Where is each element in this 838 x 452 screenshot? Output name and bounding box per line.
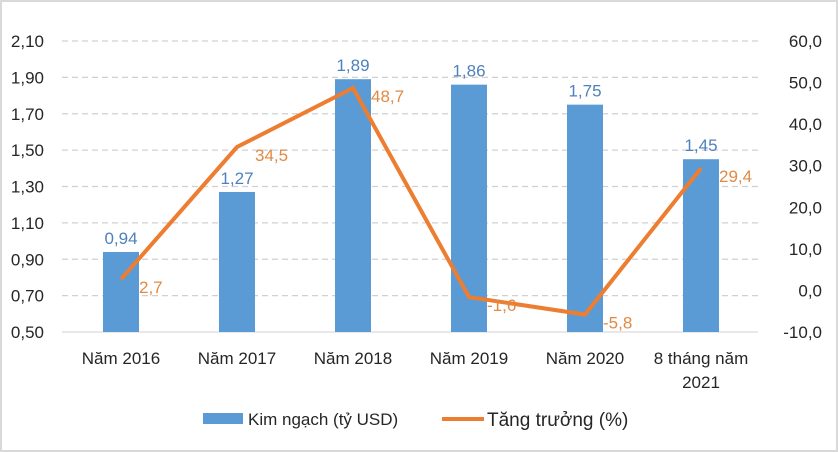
right-axis-ticks: -10,0 0,0 10,0 20,0 30,0 40,0 50,0 60,0 [783, 32, 822, 342]
left-tick-label: 1,70 [11, 105, 44, 124]
category-label: Năm 2016 [82, 349, 160, 368]
left-tick-label: 2,10 [11, 32, 44, 51]
line-value-label: -5,8 [603, 314, 632, 333]
bar-series [103, 79, 719, 333]
left-axis-ticks: 0,50 0,70 0,90 1,10 1,30 1,50 1,70 1,90 2,10 [11, 32, 44, 342]
bar-value-label: 1,89 [336, 56, 369, 75]
left-tick-label: 1,30 [11, 178, 44, 197]
line-value-label: 34,5 [255, 146, 288, 165]
gridlines [62, 40, 758, 333]
bar [451, 84, 487, 333]
left-tick-label: 0,50 [11, 323, 44, 342]
bar [683, 159, 719, 332]
category-label: Năm 2017 [198, 349, 276, 368]
bar-data-labels: 0,94 1,27 1,89 1,86 1,75 1,45 [104, 56, 717, 248]
category-label: 2021 [682, 373, 720, 392]
line-value-label: -1,6 [487, 296, 516, 315]
line-series [119, 85, 703, 317]
line-data-labels: 2,7 34,5 48,7 -1,6 -5,8 29,4 [139, 87, 752, 333]
left-tick-label: 0,90 [11, 250, 44, 269]
left-tick-label: 0,70 [11, 287, 44, 306]
category-label: Năm 2019 [430, 349, 508, 368]
line-value-label: 2,7 [139, 278, 163, 297]
bar-value-label: 1,45 [684, 136, 717, 155]
growth-line [119, 85, 703, 317]
line-value-label: 29,4 [719, 167, 752, 186]
bar [335, 79, 371, 332]
right-tick-label: 60,0 [789, 32, 822, 51]
right-tick-label: 10,0 [789, 240, 822, 259]
bar-value-label: 0,94 [104, 229, 137, 248]
bar-value-label: 1,75 [568, 82, 601, 101]
bar-value-label: 1,27 [220, 169, 253, 188]
right-tick-label: 30,0 [789, 157, 822, 176]
line-value-label: 48,7 [371, 87, 404, 106]
right-tick-label: 50,0 [789, 74, 822, 93]
right-tick-label: -10,0 [783, 323, 822, 342]
category-label: Năm 2020 [546, 349, 624, 368]
legend: Kim ngạch (tỷ USD) Tăng trưởng (%) [203, 410, 628, 431]
bar [219, 191, 255, 332]
legend-line-label: Tăng trưởng (%) [487, 410, 628, 431]
bar [567, 104, 603, 332]
left-tick-label: 1,50 [11, 141, 44, 160]
bar-value-label: 1,86 [452, 62, 485, 81]
right-tick-label: 0,0 [798, 281, 822, 300]
legend-bar-swatch [203, 413, 243, 424]
legend-bar-label: Kim ngạch (tỷ USD) [248, 410, 398, 429]
category-label: Năm 2018 [314, 349, 392, 368]
right-tick-label: 40,0 [789, 115, 822, 134]
left-tick-label: 1,10 [11, 214, 44, 233]
category-label: 8 tháng năm [654, 349, 749, 368]
category-axis-labels: Năm 2016 Năm 2017 Năm 2018 Năm 2019 Năm 2020… [82, 349, 748, 392]
left-tick-label: 1,90 [11, 68, 44, 87]
right-tick-label: 20,0 [789, 198, 822, 217]
